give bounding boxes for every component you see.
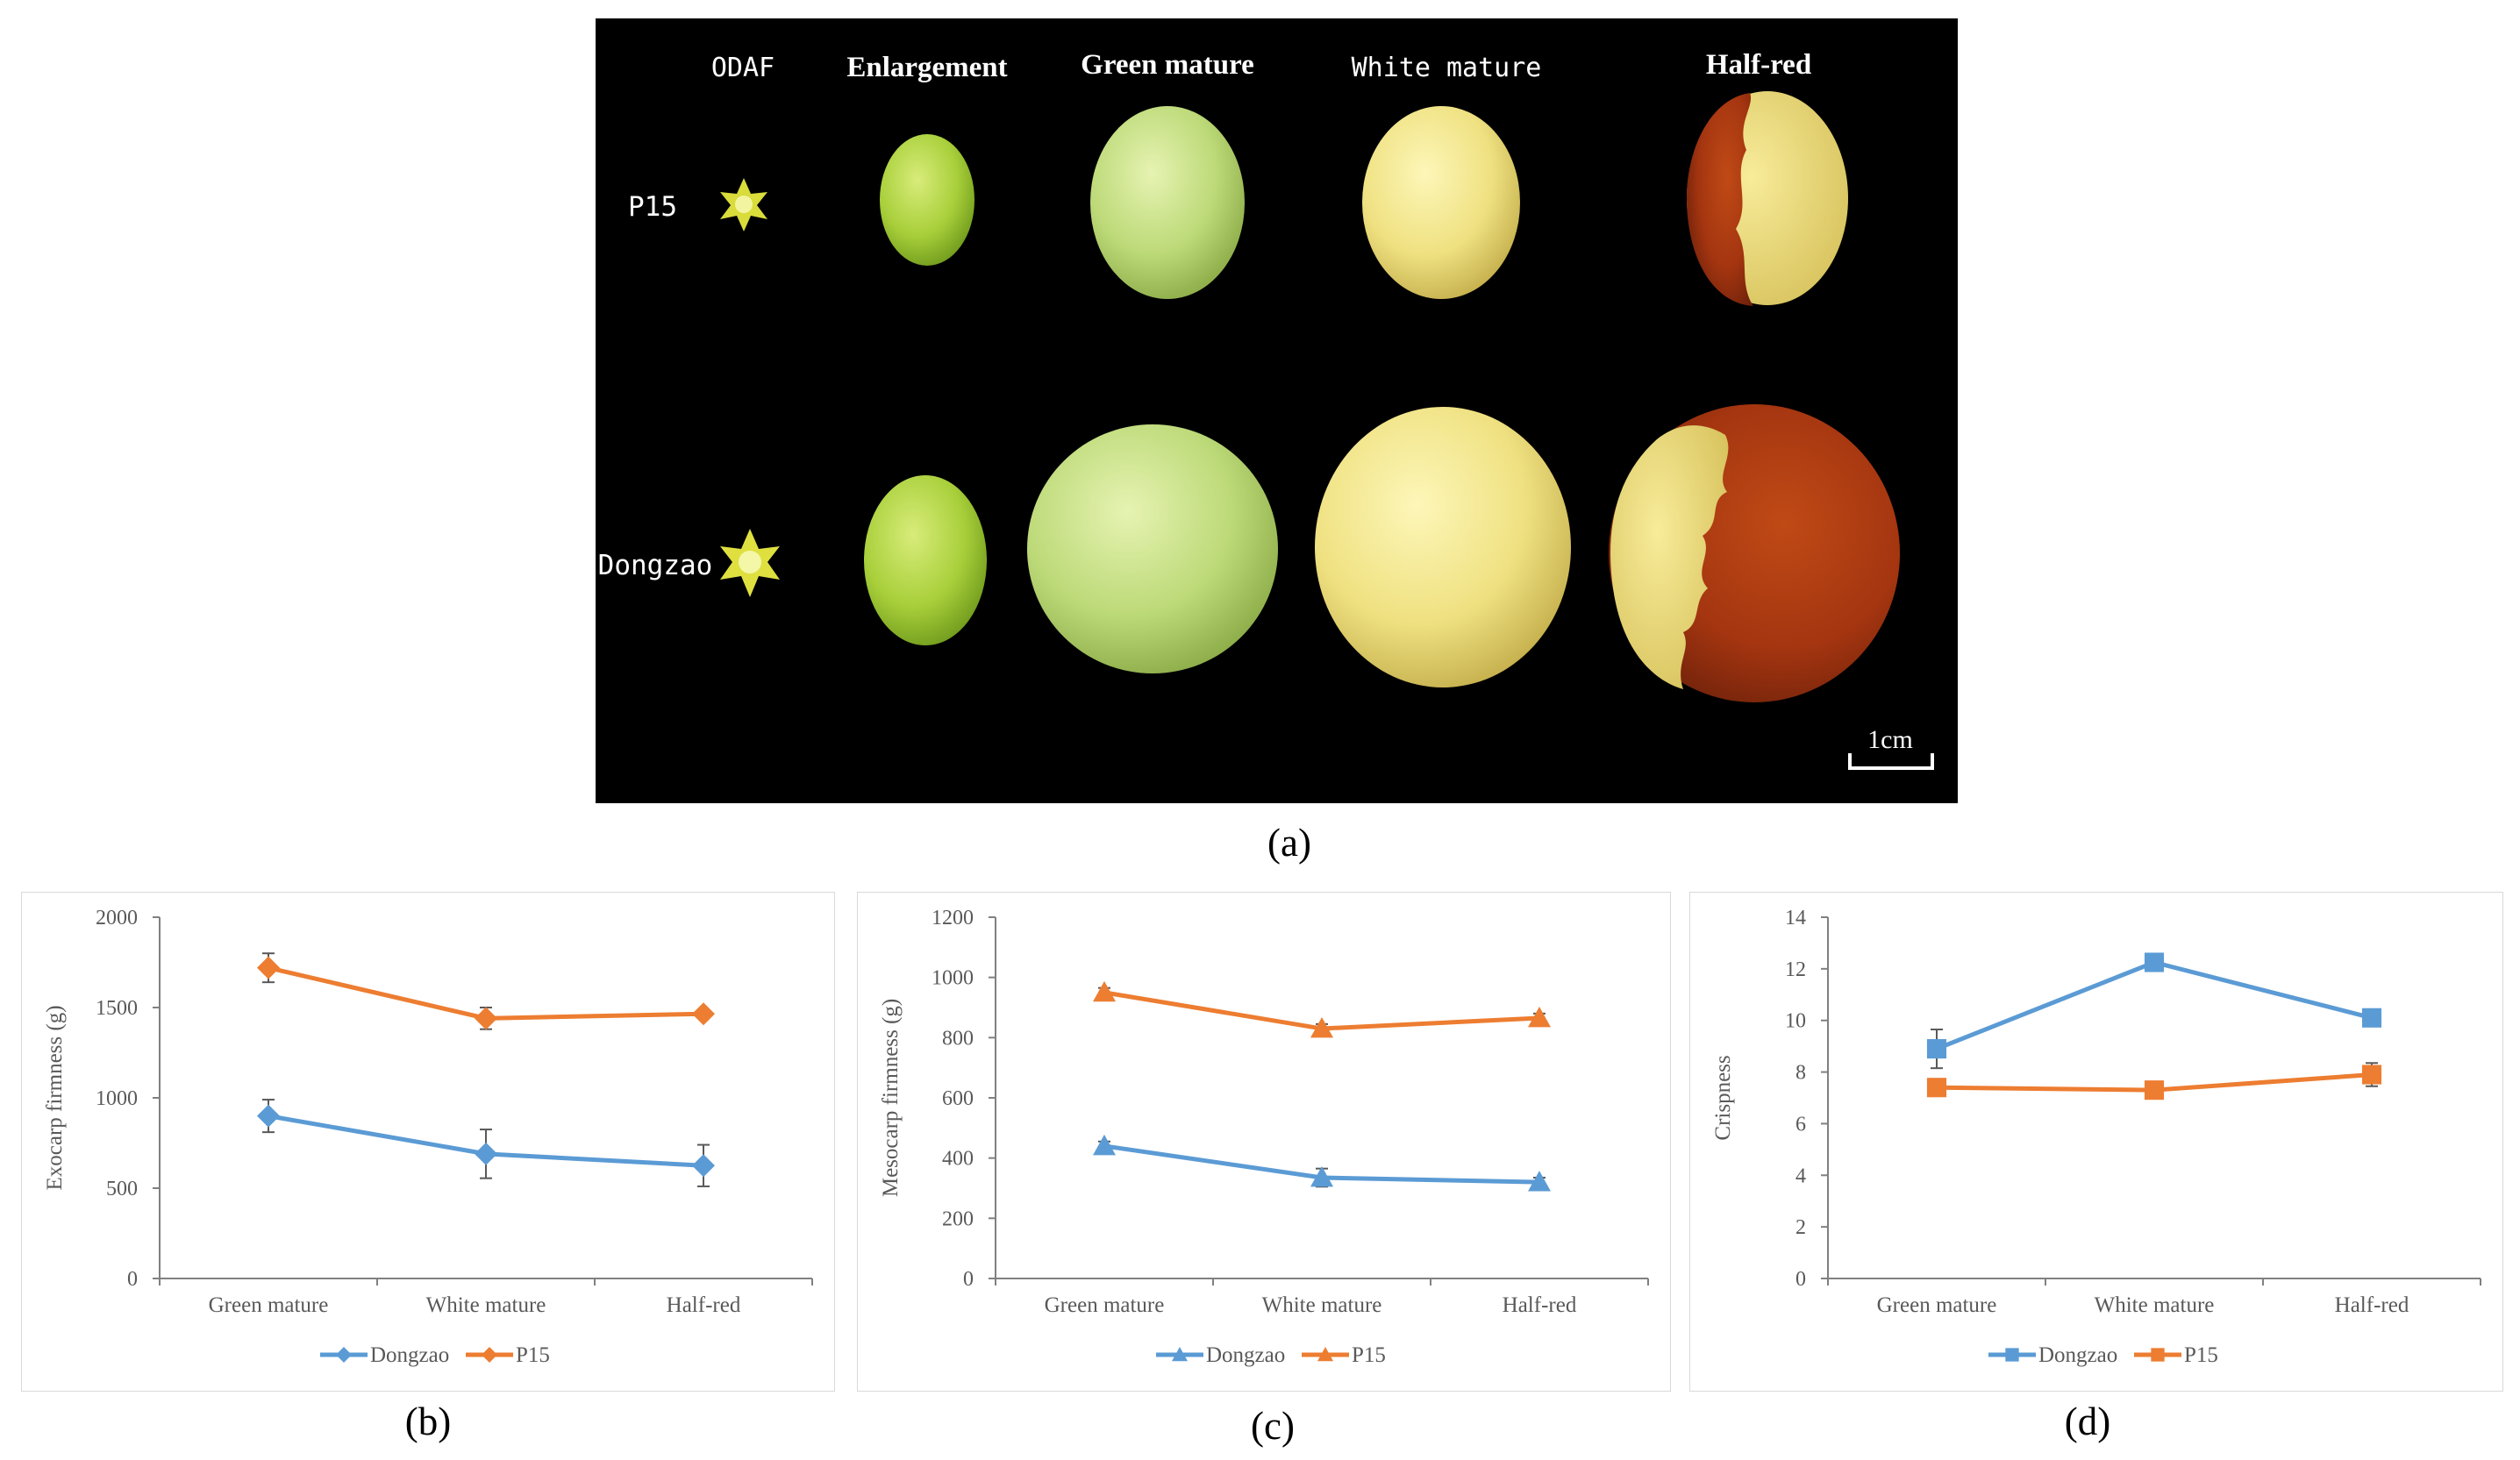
chart-svg-b: 0 500 1000 1500 2000 Green mature White mature…: [43, 907, 813, 1367]
flower-dongzao: [720, 529, 780, 597]
y-tick-label: 200: [942, 1207, 974, 1230]
fruit-p15-green-mature: [1090, 106, 1245, 299]
stage-header-half-red: Half-red: [1706, 49, 1811, 81]
fruit-photo-panel: ODAF Enlargement Green mature White matu…: [596, 18, 1958, 803]
data-point-p15: [1310, 1017, 1333, 1038]
series-line-dongzao: [1936, 959, 2373, 1051]
y-tick-label: 2000: [96, 907, 138, 929]
data-point-p15: [1093, 980, 1116, 1002]
legend-label: P15: [1352, 1343, 1386, 1367]
scale-bar-label: 1cm: [1867, 725, 1913, 754]
x-category-label: Green mature: [1877, 1293, 1997, 1317]
stage-header-enlargement: Enlargement: [846, 52, 1007, 83]
legend-marker: [2151, 1348, 2165, 1362]
data-point-p15: [692, 1002, 715, 1026]
y-tick-label: 1500: [96, 997, 138, 1020]
data-point-dongzao: [2361, 1008, 2382, 1028]
y-tick-label: 6: [1795, 1113, 1806, 1136]
legend-label: Dongzao: [2038, 1343, 2117, 1367]
data-point-p15: [2144, 1080, 2165, 1100]
x-category-label: Half-red: [667, 1293, 741, 1317]
legend-marker: [336, 1347, 352, 1363]
y-tick-label: 1000: [96, 1087, 138, 1110]
fruit-photo-svg: ODAF Enlargement Green mature White matu…: [598, 49, 1934, 770]
y-tick-label: 4: [1795, 1164, 1806, 1187]
fruit-p15-white-mature: [1362, 106, 1520, 299]
legend-label: Dongzao: [370, 1343, 449, 1367]
legend-marker: [482, 1347, 497, 1363]
y-tick-label: 1200: [932, 907, 974, 929]
y-tick-label: 14: [1785, 907, 1806, 929]
chart-svg-d: 0 2 4 6 8 10 12 14 Green mature White mature Half-…: [1711, 907, 2481, 1367]
x-category-label: Green mature: [1045, 1293, 1165, 1317]
panel-label-b: (b): [404, 1399, 452, 1443]
fruit-dongzao-green-mature: [1027, 424, 1278, 673]
data-point-p15: [1528, 1007, 1551, 1028]
y-axis-title: Exocarp firmness (g): [43, 1005, 67, 1190]
x-category-label: Green mature: [209, 1293, 329, 1317]
panel-label-c: (c): [1251, 1404, 1295, 1448]
data-point-p15: [257, 956, 280, 979]
data-point-dongzao: [2144, 952, 2165, 972]
y-tick-label: 0: [963, 1268, 974, 1291]
data-point-p15: [475, 1007, 497, 1030]
legend-label: Dongzao: [1206, 1343, 1285, 1367]
y-tick-label: 10: [1785, 1010, 1806, 1033]
stage-header-odaf: ODAF: [711, 53, 775, 83]
panel-label-d: (d): [2064, 1399, 2111, 1443]
flower-p15: [720, 178, 767, 231]
fruit-p15-enlargement: [880, 134, 974, 266]
data-point-dongzao: [1528, 1171, 1551, 1192]
chart-panel-b: 0 500 1000 1500 2000 Green mature White mature…: [21, 892, 835, 1392]
legend-label: P15: [2184, 1343, 2218, 1367]
panel-label-a: (a): [1267, 821, 1311, 865]
y-tick-label: 800: [942, 1027, 974, 1050]
row-label-p15: P15: [628, 191, 677, 223]
stage-header-green-mature: Green mature: [1081, 49, 1254, 81]
y-tick-label: 0: [1795, 1268, 1806, 1291]
y-tick-label: 500: [106, 1178, 138, 1200]
y-tick-label: 8: [1795, 1062, 1806, 1085]
fruit-p15-half-red: [1687, 91, 1848, 306]
x-category-label: Half-red: [2335, 1293, 2409, 1317]
y-tick-label: 2: [1795, 1216, 1806, 1239]
data-point-dongzao: [1926, 1039, 1947, 1059]
legend-label: P15: [516, 1343, 550, 1367]
data-point-dongzao: [1310, 1165, 1333, 1187]
y-tick-label: 12: [1785, 958, 1806, 981]
legend-marker: [2005, 1348, 2019, 1362]
fruit-dongzao-enlargement: [864, 475, 987, 645]
chart-panel-d: 0 2 4 6 8 10 12 14 Green mature White mature Half-…: [1689, 892, 2503, 1392]
y-tick-label: 0: [127, 1268, 138, 1291]
data-point-dongzao: [257, 1104, 280, 1128]
legend-marker: [1317, 1347, 1333, 1362]
y-tick-label: 1000: [932, 967, 974, 990]
x-category-label: White mature: [426, 1293, 546, 1317]
legend-marker: [1172, 1347, 1188, 1362]
x-category-label: Half-red: [1503, 1293, 1577, 1317]
chart-svg-c: 0 200 400 600 800 1000 1200 Green mature White m…: [879, 907, 1649, 1367]
y-axis-title: Mesocarp firmness (g): [879, 999, 903, 1197]
data-point-dongzao: [1093, 1134, 1116, 1156]
scale-bar: [1848, 753, 1934, 770]
x-category-label: White mature: [2095, 1293, 2215, 1317]
chart-panel-c: 0 200 400 600 800 1000 1200 Green mature White m…: [857, 892, 1671, 1392]
fruit-dongzao-white-mature: [1315, 407, 1571, 687]
x-category-label: White mature: [1262, 1293, 1382, 1317]
data-point-dongzao: [475, 1142, 497, 1165]
fruit-dongzao-half-red: [1609, 404, 1900, 702]
data-point-dongzao: [692, 1154, 715, 1178]
data-point-p15: [2361, 1065, 2382, 1085]
data-point-p15: [1926, 1078, 1947, 1098]
stage-header-white-mature: White mature: [1352, 53, 1542, 83]
y-tick-label: 600: [942, 1087, 974, 1110]
y-axis-title: Crispness: [1711, 1055, 1735, 1140]
y-tick-label: 400: [942, 1148, 974, 1171]
row-label-dongzao: Dongzao: [598, 550, 713, 581]
